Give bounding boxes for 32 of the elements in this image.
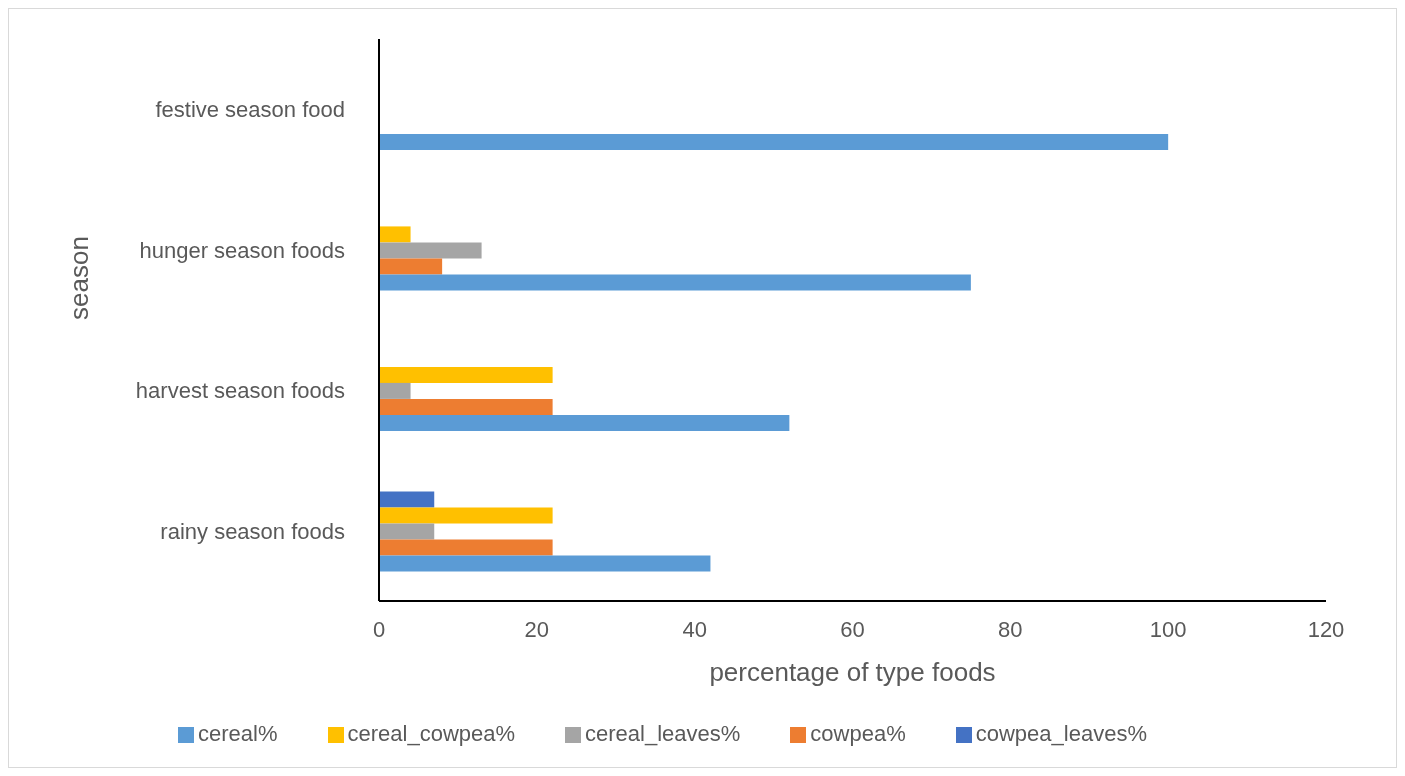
x-axis-title: percentage of type foods bbox=[709, 657, 996, 687]
x-tick-label: 60 bbox=[840, 616, 865, 642]
legend-label: cowpea_leaves% bbox=[975, 721, 1147, 746]
bar bbox=[379, 523, 435, 540]
x-tick-label: 0 bbox=[372, 616, 386, 642]
y-axis-title: season bbox=[64, 236, 95, 320]
y-tick-label: harvest season foods bbox=[135, 378, 345, 404]
bar bbox=[379, 226, 411, 243]
bar bbox=[379, 242, 482, 259]
bar bbox=[379, 507, 553, 524]
bar bbox=[379, 366, 553, 383]
x-tick-label: 20 bbox=[524, 616, 550, 642]
x-tick-label: 120 bbox=[1307, 616, 1345, 642]
bar bbox=[379, 382, 411, 399]
legend-label: cowpea% bbox=[810, 721, 906, 746]
bar bbox=[379, 274, 971, 291]
bar bbox=[379, 491, 435, 508]
y-tick-label: festive season food bbox=[155, 97, 345, 123]
bar bbox=[379, 258, 443, 275]
bar bbox=[379, 133, 1169, 150]
bar bbox=[379, 539, 553, 556]
legend-label: cereal% bbox=[198, 721, 278, 746]
x-tick-label: 40 bbox=[682, 616, 707, 642]
bar bbox=[379, 414, 790, 431]
x-tick-label: 80 bbox=[998, 616, 1023, 642]
legend-label: cereal_leaves% bbox=[585, 721, 741, 746]
bar bbox=[379, 398, 553, 415]
y-tick-label: rainy season foods bbox=[160, 518, 345, 544]
bar bbox=[379, 555, 711, 572]
x-tick-label: 100 bbox=[1149, 616, 1187, 642]
y-tick-label: hunger season foods bbox=[139, 237, 345, 263]
legend-label: cereal_cowpea% bbox=[347, 721, 516, 746]
